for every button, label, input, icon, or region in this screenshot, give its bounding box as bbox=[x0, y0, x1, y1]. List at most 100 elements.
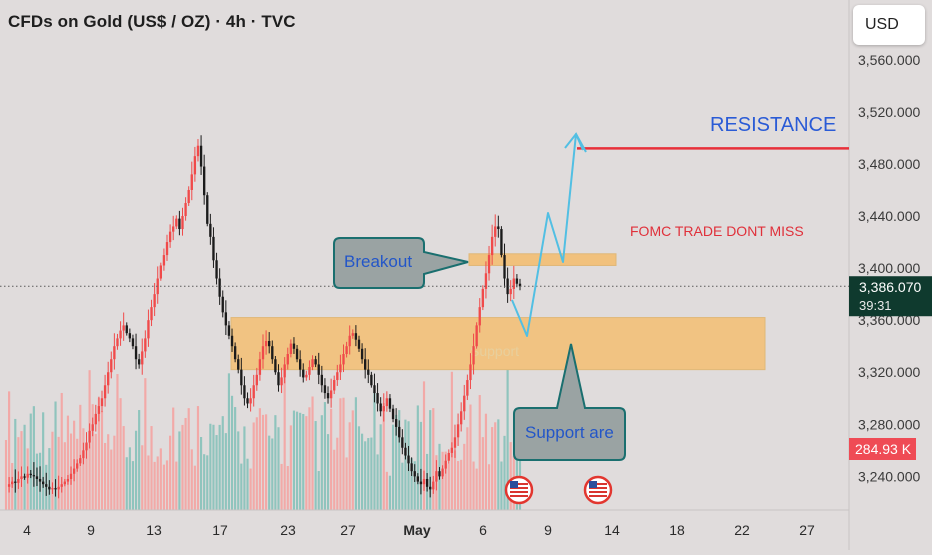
candle-body bbox=[345, 346, 348, 355]
candle-body bbox=[94, 413, 97, 425]
candle-body bbox=[72, 468, 76, 474]
volume-bar bbox=[206, 455, 209, 510]
volume-bar bbox=[515, 428, 518, 510]
volume-bar bbox=[289, 425, 292, 510]
volume-bar bbox=[131, 461, 135, 510]
candle-body bbox=[107, 372, 110, 386]
x-tick-label: May bbox=[403, 522, 430, 538]
candle-body bbox=[419, 481, 423, 485]
candle-body bbox=[38, 478, 42, 482]
candle-body bbox=[54, 488, 57, 490]
candle-body bbox=[237, 359, 240, 370]
volume-bar bbox=[48, 448, 51, 510]
volume-bar bbox=[82, 428, 85, 510]
volume-bar bbox=[478, 395, 481, 510]
volume-bar bbox=[382, 402, 385, 510]
volume-bar bbox=[317, 471, 320, 510]
volume-bar bbox=[342, 397, 345, 510]
candle-body bbox=[376, 393, 379, 404]
candle-body bbox=[274, 359, 277, 373]
volume-bar bbox=[100, 410, 104, 510]
candle-body bbox=[264, 340, 268, 347]
candle-body bbox=[69, 473, 73, 479]
candle-body bbox=[156, 278, 159, 295]
candle-body bbox=[432, 481, 435, 490]
volume-bar bbox=[354, 397, 357, 510]
candle-body bbox=[20, 476, 23, 479]
candle-body bbox=[218, 278, 221, 297]
candle-body bbox=[168, 231, 172, 243]
volume-bar bbox=[509, 442, 512, 510]
volume-bar bbox=[404, 419, 407, 510]
candle-body bbox=[165, 242, 169, 256]
candle-body bbox=[512, 278, 515, 289]
candle-body bbox=[82, 450, 85, 459]
candle-body bbox=[85, 442, 88, 451]
candle-body bbox=[227, 325, 231, 336]
candle-body bbox=[128, 333, 132, 339]
candle-body bbox=[357, 339, 361, 349]
volume-bar bbox=[147, 455, 150, 510]
volume-bar bbox=[32, 406, 35, 510]
fomc-note: FOMC TRADE DONT MISS bbox=[630, 223, 804, 239]
x-tick-label: 13 bbox=[146, 522, 162, 538]
y-tick-label: 3,320.000 bbox=[858, 364, 920, 380]
volume-bar bbox=[113, 435, 116, 510]
volume-bars bbox=[4, 369, 522, 510]
y-tick-label: 3,560.000 bbox=[858, 52, 920, 68]
volume-bar bbox=[54, 401, 57, 510]
volume-bar bbox=[280, 463, 283, 510]
support-zone bbox=[230, 317, 766, 371]
volume-bar bbox=[429, 410, 432, 510]
candle-body bbox=[429, 486, 432, 490]
candle-body bbox=[404, 447, 407, 456]
candle-body bbox=[354, 333, 358, 340]
volume-bar bbox=[339, 398, 342, 510]
candle-body bbox=[91, 424, 94, 431]
volume-bar bbox=[361, 433, 364, 510]
volume-bar bbox=[104, 442, 107, 510]
candle-body bbox=[302, 369, 305, 378]
volume-bar bbox=[97, 397, 100, 510]
candle-body bbox=[295, 348, 299, 360]
volume-label-bg bbox=[849, 438, 916, 460]
volume-bar bbox=[357, 426, 361, 510]
volume-bar bbox=[506, 369, 509, 510]
volume-bar bbox=[153, 461, 156, 510]
candle-body bbox=[289, 343, 293, 355]
volume-bar bbox=[203, 454, 206, 510]
projection-path bbox=[511, 133, 587, 337]
candle-body bbox=[478, 307, 481, 326]
candle-body bbox=[379, 403, 382, 412]
volume-bar bbox=[432, 408, 435, 510]
volume-bar bbox=[351, 410, 354, 510]
candle-body bbox=[342, 354, 345, 365]
current-price-label: 3,386.070 bbox=[859, 279, 921, 295]
candle-body bbox=[490, 236, 494, 256]
volume-bar bbox=[453, 450, 457, 510]
volume-bar bbox=[463, 443, 466, 510]
volume-bar bbox=[246, 458, 249, 510]
volume-bar bbox=[258, 408, 261, 510]
candle-body bbox=[339, 364, 342, 373]
volume-bar bbox=[447, 463, 450, 510]
candle-body bbox=[401, 437, 404, 448]
volume-bar bbox=[391, 424, 395, 510]
candle-body bbox=[336, 372, 339, 381]
candle-body bbox=[466, 380, 469, 396]
candle-body bbox=[329, 390, 333, 399]
candle-body bbox=[29, 473, 32, 476]
volume-bar bbox=[481, 437, 484, 510]
candle-body bbox=[308, 367, 311, 375]
volume-bar bbox=[255, 417, 258, 510]
candle-body bbox=[147, 320, 150, 339]
volume-bar bbox=[265, 414, 268, 510]
currency-button[interactable]: USD bbox=[853, 5, 925, 45]
volume-bar bbox=[184, 417, 187, 510]
volume-bar bbox=[63, 442, 66, 510]
volume-bar bbox=[8, 391, 11, 510]
volume-bar bbox=[156, 456, 159, 510]
volume-bar bbox=[292, 410, 296, 510]
